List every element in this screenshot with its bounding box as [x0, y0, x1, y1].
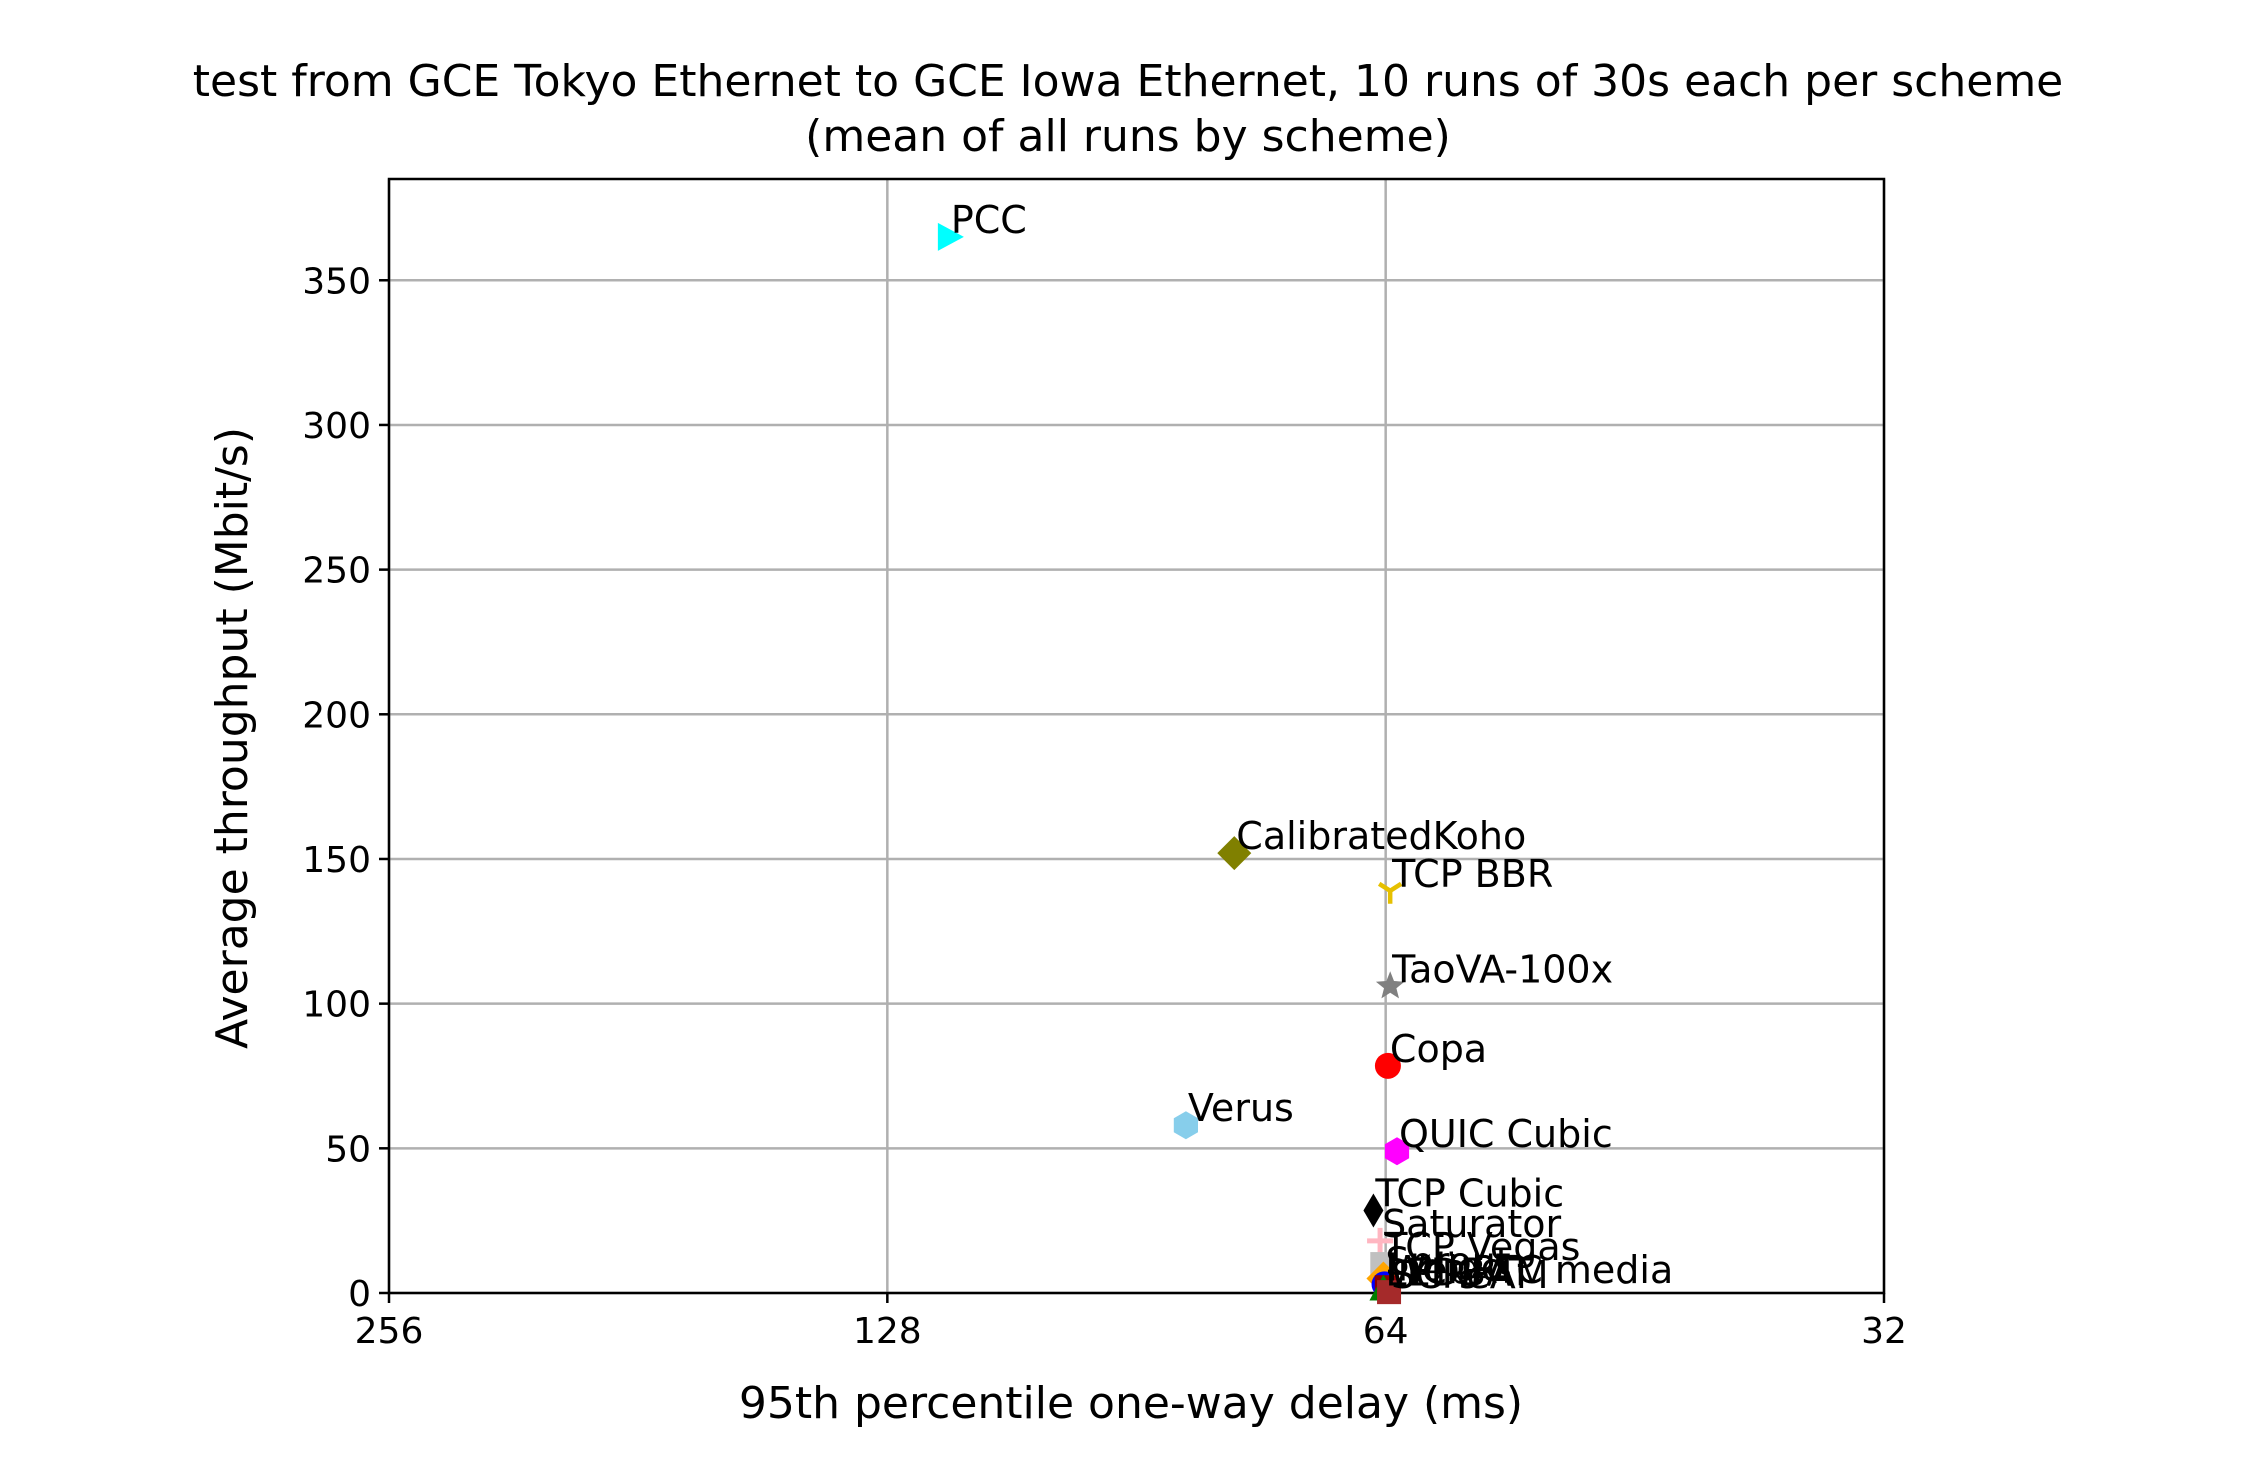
point-label: TCP Vegas [1383, 1225, 1580, 1269]
point-label: TaoVA-100x [1391, 947, 1613, 991]
y-tick-label: 200 [302, 695, 371, 736]
data-point [1377, 1280, 1402, 1305]
data-point [1217, 836, 1252, 871]
data-point [1374, 1052, 1401, 1079]
data-point [1377, 881, 1403, 904]
data-points [937, 222, 1410, 1305]
point-label: Verus [1188, 1086, 1294, 1130]
point-label: Saturator [1382, 1202, 1561, 1246]
data-point [1367, 1227, 1394, 1254]
data-point [1375, 971, 1405, 999]
y-tick-label: 250 [302, 551, 371, 592]
y-tick-label: 100 [302, 985, 371, 1026]
y-tick-label: 300 [302, 406, 371, 447]
chart-subtitle: (mean of all runs by scheme) [805, 111, 1451, 162]
point-label: WebRTC media [1389, 1248, 1673, 1292]
y-tick-label: 0 [348, 1274, 371, 1315]
point-label: CalibratedKoho [1236, 814, 1526, 858]
grid-lines [387, 179, 1886, 1295]
y-axis-label: Average throughput (Mbit/s) [207, 427, 258, 1049]
point-label: Sprout [1385, 1240, 1510, 1284]
plot-frame [387, 177, 1886, 1295]
x-tick-label: 128 [853, 1311, 922, 1352]
point-label: QUIC Cubic [1399, 1112, 1613, 1156]
point-label: LEDBAT [1385, 1251, 1533, 1295]
point-label: PCC [951, 198, 1027, 242]
x-tick-label: 256 [355, 1311, 424, 1352]
point-label: TCP BBR [1391, 852, 1553, 896]
x-tick-label: 64 [1363, 1311, 1409, 1352]
data-point [1384, 1137, 1410, 1166]
data-point [1363, 1193, 1384, 1228]
x-axis-label: 95th percentile one-way delay (ms) [739, 1378, 1523, 1429]
y-tick-label: 150 [302, 840, 371, 881]
point-label: TCP Cubic [1374, 1172, 1564, 1216]
x-tick-label: 32 [1861, 1311, 1907, 1352]
point-label: SCReAM [1391, 1253, 1549, 1297]
chart-title: test from GCE Tokyo Ethernet to GCE Iowa… [193, 56, 2064, 107]
point-label: Indigo [1387, 1245, 1504, 1289]
data-point [937, 222, 964, 251]
point-label: Copa [1390, 1027, 1487, 1071]
y-axis-ticks: 0 50 100 150 200 250 300 350 [302, 261, 389, 1315]
y-tick-label: 50 [325, 1129, 371, 1170]
data-point [1173, 1111, 1198, 1140]
x-axis-ticks: 256 128 64 32 [355, 1293, 1907, 1352]
y-tick-label: 350 [302, 261, 371, 302]
